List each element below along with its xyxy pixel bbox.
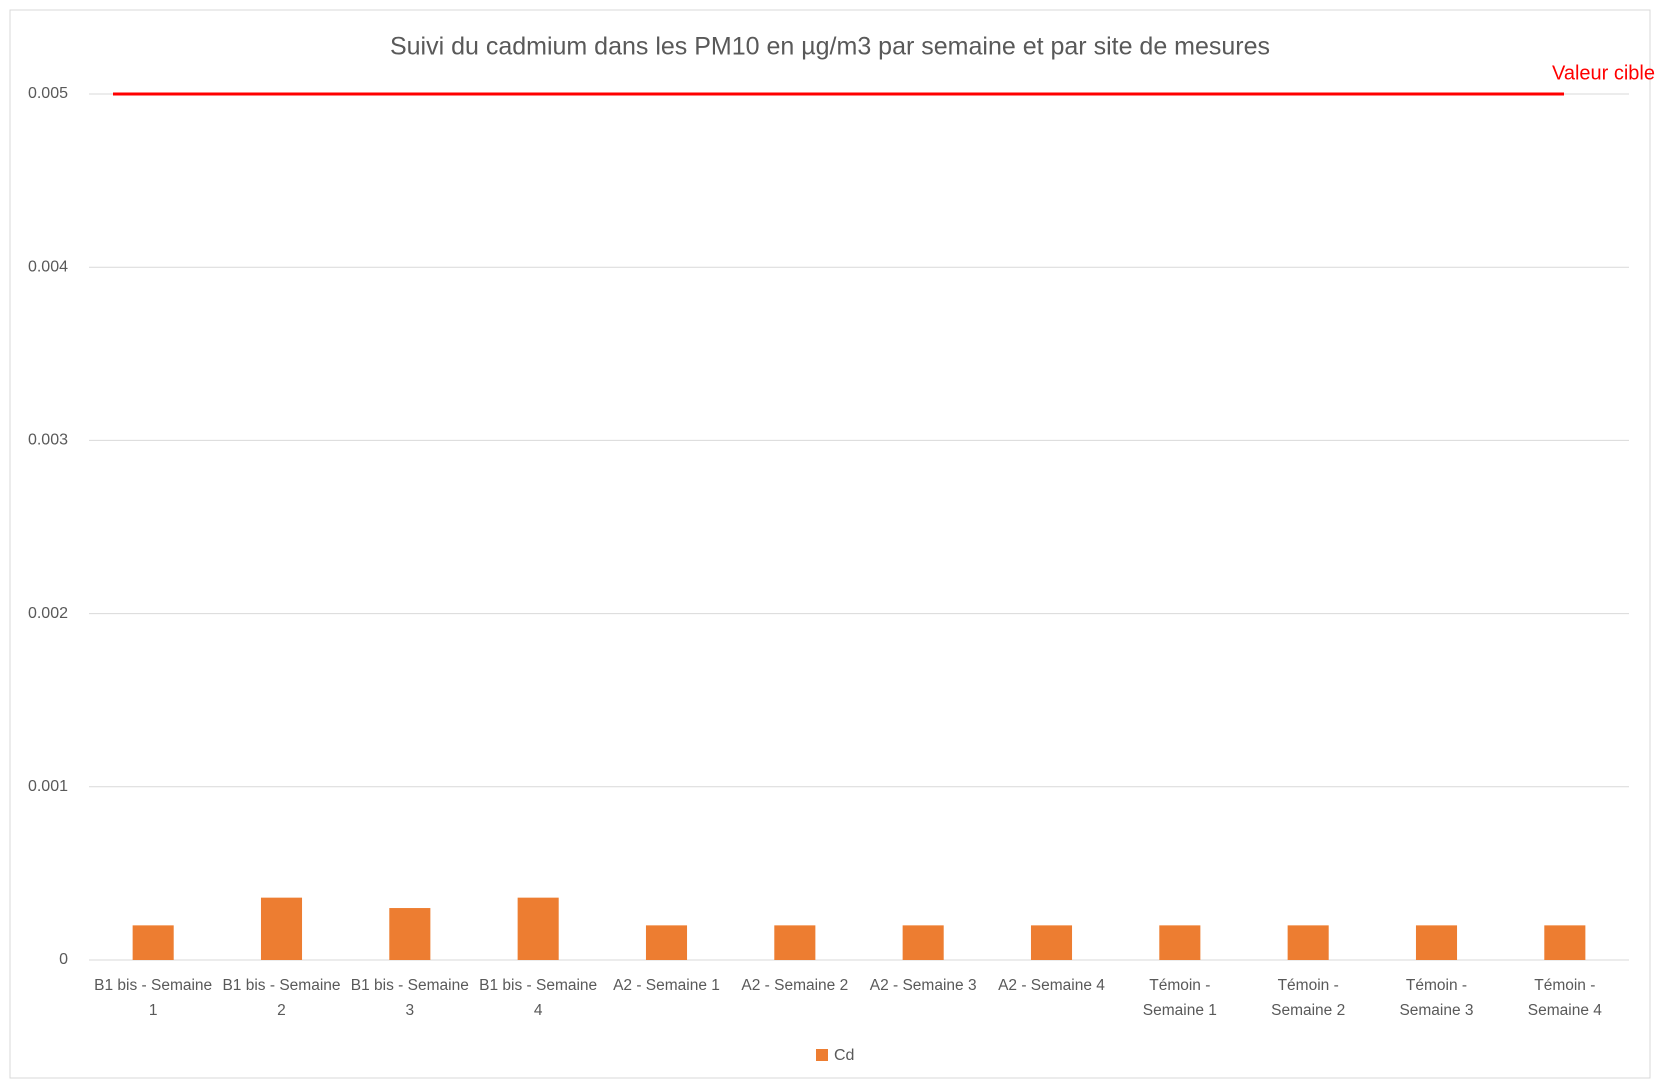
- y-tick-label: 0.004: [28, 258, 68, 275]
- bar: [1287, 925, 1329, 960]
- legend-swatch: [816, 1049, 828, 1061]
- bar: [132, 925, 174, 960]
- bar: [902, 925, 944, 960]
- x-tick-label: Témoin - Semaine 1: [1142, 977, 1217, 1019]
- bar: [645, 925, 688, 960]
- bar: [389, 908, 431, 960]
- x-tick-label: B1 bis - Semaine 4: [479, 977, 598, 1019]
- bar: [1544, 925, 1586, 960]
- bar: [1030, 925, 1073, 960]
- y-tick-label: 0.003: [28, 432, 68, 449]
- bar: [260, 897, 303, 960]
- x-tick-label: Témoin - Semaine 3: [1399, 977, 1474, 1019]
- x-tick-label: Témoin - Semaine 2: [1271, 977, 1346, 1019]
- bar: [774, 925, 816, 960]
- bar: [1415, 925, 1458, 960]
- y-tick-label: 0.002: [28, 605, 68, 622]
- chart-border: [9, 9, 1651, 1079]
- y-tick-label: 0: [59, 951, 68, 968]
- x-tick-label: B1 bis - Semaine 3: [350, 977, 469, 1019]
- x-tick-label: A2 - Semaine 1: [613, 977, 720, 994]
- y-tick-label: 0.005: [28, 85, 68, 102]
- x-tick-label: B1 bis - Semaine 1: [94, 977, 213, 1019]
- x-tick-label: A2 - Semaine 2: [741, 977, 849, 994]
- bar: [517, 897, 559, 960]
- x-tick-label: A2 - Semaine 3: [869, 977, 977, 994]
- x-tick-label: Témoin - Semaine 4: [1527, 977, 1602, 1019]
- x-tick-label: B1 bis - Semaine 2: [222, 977, 341, 1019]
- y-tick-label: 0.001: [28, 778, 68, 795]
- bar: [1159, 925, 1201, 960]
- legend-label: Cd: [834, 1047, 854, 1064]
- reference-label: Valeur cible: [1552, 62, 1655, 84]
- chart-title: Suivi du cadmium dans les PM10 en µg/m3 …: [390, 33, 1270, 61]
- x-tick-label: A2 - Semaine 4: [998, 977, 1105, 994]
